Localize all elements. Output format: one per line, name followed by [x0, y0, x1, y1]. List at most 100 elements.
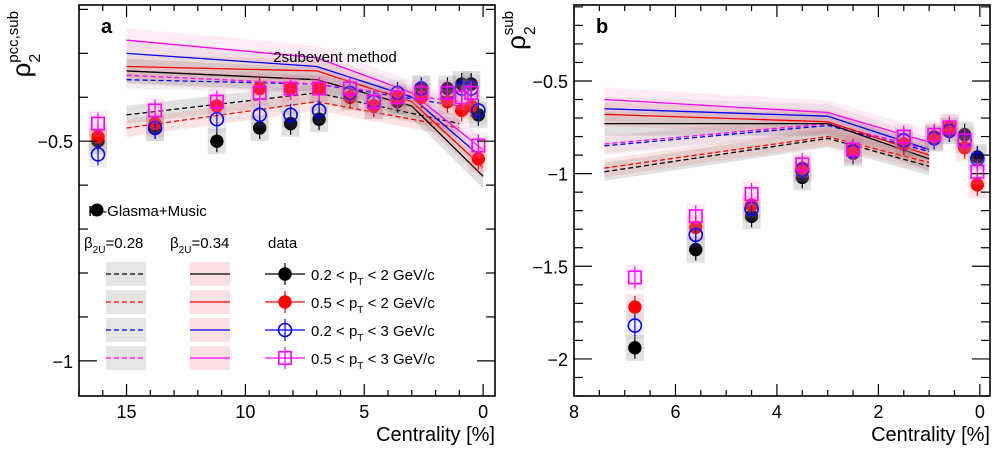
legend-col1-header: β2U=0.28 — [84, 235, 143, 256]
data-point — [628, 300, 642, 314]
model-curve-5 — [604, 113, 930, 156]
data-point — [440, 85, 455, 100]
legend-col1-header-val: =0.28 — [105, 235, 143, 252]
y-tick-label: −0.5 — [532, 72, 568, 92]
y-label-sub: 2 — [522, 26, 539, 35]
data-point — [148, 103, 163, 118]
legend-col3-header: data — [268, 235, 298, 252]
data-point — [414, 85, 429, 100]
y-label-sub: 2 — [27, 54, 44, 63]
panel-label: a — [101, 16, 113, 38]
data-point — [209, 94, 224, 109]
legend-entry-post: < 3 GeV/c — [363, 351, 435, 368]
y-label-sup: sub — [500, 11, 517, 35]
data-point — [283, 107, 298, 123]
legend-data-marker — [277, 322, 293, 338]
model-curve-4 — [126, 70, 484, 177]
x-tick-label: 8 — [569, 402, 579, 422]
model-band-7 — [126, 28, 484, 162]
legend-data-marker — [278, 295, 292, 309]
panel-label: b — [596, 16, 608, 38]
y-axis-label: ρ2 sub — [500, 11, 539, 50]
plot-frame — [78, 4, 496, 397]
plot-area — [604, 87, 987, 361]
data-point — [283, 81, 298, 96]
data-point — [91, 116, 106, 131]
model-band-2 — [604, 116, 930, 161]
data-point — [688, 227, 704, 243]
data-point — [688, 209, 703, 224]
legend-entry-pre: 0.5 < p — [311, 295, 357, 312]
legend-entry-label: 0.2 < pT < 2 GeV/c — [311, 267, 435, 288]
legend-entry-label: 0.5 < pT < 3 GeV/c — [311, 351, 435, 372]
model-curve-2 — [604, 124, 930, 153]
data-point — [464, 85, 479, 100]
data-point — [209, 111, 225, 127]
legend-data-marker — [278, 267, 292, 281]
x-tick-label: 6 — [670, 402, 680, 422]
legend-model-marker — [90, 203, 104, 217]
legend-model-name: IP-Glasma+Music — [88, 203, 207, 220]
data-point — [927, 127, 942, 142]
legend-col2-header-val: =0.34 — [191, 235, 229, 252]
y-label-rho: ρ — [501, 35, 531, 50]
legend-entry-pre: 0.2 < p — [311, 267, 357, 284]
data-point — [90, 147, 106, 162]
legend-entry-post: < 2 GeV/c — [363, 267, 435, 284]
model-curve-4 — [604, 122, 930, 160]
y-axis-label: ρ2 pcc,sub — [5, 11, 44, 77]
model-curve-0 — [604, 137, 930, 173]
data-point — [970, 164, 985, 179]
data-point — [366, 94, 381, 109]
y-tick-label: −1 — [547, 165, 568, 185]
legend-entry-sub: T — [357, 277, 363, 288]
x-tick-label: 4 — [772, 402, 782, 422]
model-curve-0 — [126, 92, 460, 125]
data-point — [628, 341, 642, 355]
model-band-4 — [604, 111, 930, 171]
x-axis-label: Centrality [%] — [376, 424, 495, 446]
model-curve-1 — [126, 100, 460, 129]
model-band-0 — [604, 129, 930, 181]
x-tick-label: 0 — [975, 402, 985, 422]
model-curve-6 — [126, 52, 484, 160]
panel-a: 15 10 5 0 −0.5 −1 Centrality [%] ρ2 pcc,sub a 2sub… — [5, 4, 496, 446]
legend-entry-pre: 0.2 < p — [311, 323, 357, 340]
data-point — [846, 142, 861, 157]
model-curve-7 — [604, 98, 930, 143]
y-label-rho: ρ — [6, 63, 36, 78]
legend-col2-header-beta: β — [170, 235, 179, 252]
data-point — [471, 103, 486, 118]
data-point — [896, 129, 911, 144]
model-band-3 — [604, 114, 930, 159]
data-point — [311, 103, 327, 118]
legend-entry-pre: 0.5 < p — [311, 351, 357, 368]
data-point — [957, 133, 972, 148]
y-tick-label: −2 — [547, 350, 568, 370]
x-tick-label: 10 — [235, 402, 255, 422]
data-point — [210, 134, 224, 148]
y-tick-label: −1 — [52, 352, 73, 372]
legend-col2-header-sub: 2U — [179, 245, 192, 256]
model-band-6 — [604, 96, 930, 162]
model-curve-1 — [604, 135, 930, 169]
data-point — [312, 81, 327, 96]
data-point — [342, 81, 357, 96]
legend-entry-sub: T — [357, 333, 363, 344]
legend-entry-sub: T — [357, 361, 363, 372]
plot-area — [89, 28, 488, 189]
legend-entry-sub: T — [357, 305, 363, 316]
data-point — [942, 120, 957, 135]
data-point — [454, 90, 469, 105]
plot-frame — [573, 4, 991, 397]
data-point — [795, 157, 810, 172]
data-point — [147, 120, 163, 136]
legend-entry-post: < 3 GeV/c — [363, 323, 435, 340]
method-annotation: 2subevent method — [273, 49, 396, 66]
legend-col1-header-sub: 2U — [93, 245, 106, 256]
legend-col1-header-beta: β — [84, 235, 93, 252]
legend-col2-header: β2U=0.34 — [170, 235, 229, 256]
